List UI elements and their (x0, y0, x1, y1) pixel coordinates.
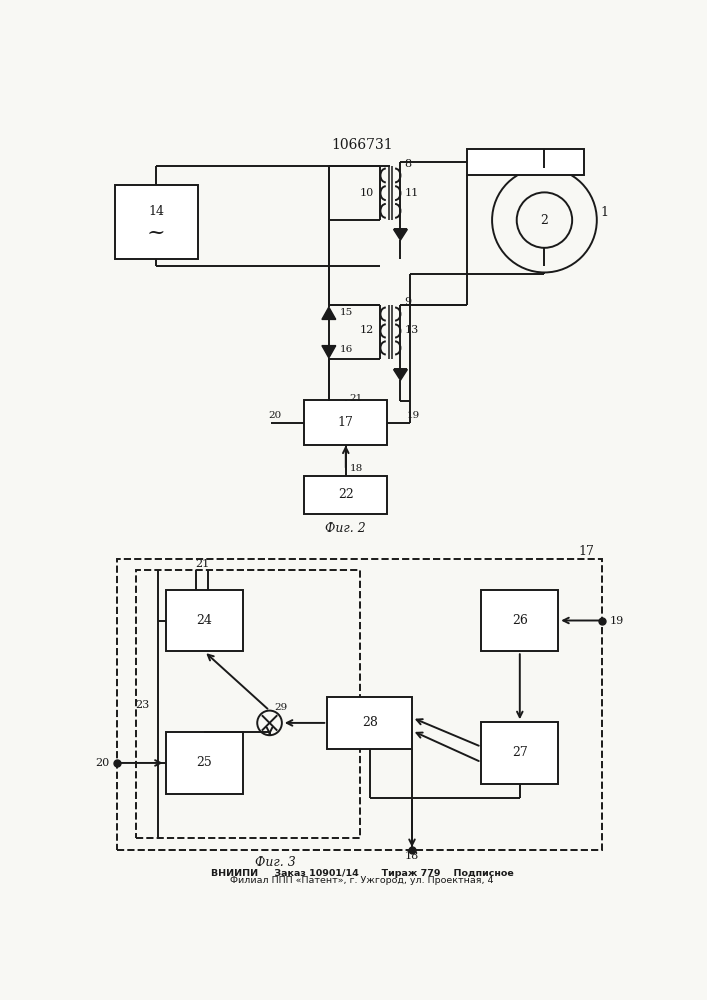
Text: Фиг. 2: Фиг. 2 (325, 522, 366, 535)
Text: 17: 17 (579, 545, 595, 558)
Polygon shape (394, 229, 407, 240)
Text: 1: 1 (600, 206, 609, 219)
Text: ВНИИПИ     Заказ 10901/14       Тираж 779    Подписное: ВНИИПИ Заказ 10901/14 Тираж 779 Подписно… (211, 869, 513, 878)
Text: 27: 27 (512, 746, 527, 759)
Text: 10: 10 (359, 188, 373, 198)
Text: 28: 28 (362, 716, 378, 729)
Polygon shape (394, 369, 407, 380)
Text: 26: 26 (512, 614, 527, 627)
Text: 23: 23 (135, 700, 149, 710)
Text: Филиал ППП «Патент», г. Ужгород, ул. Проектная, 4: Филиал ППП «Патент», г. Ужгород, ул. Про… (230, 876, 493, 885)
Polygon shape (322, 307, 336, 319)
Text: Фиг. 3: Фиг. 3 (255, 856, 296, 869)
Text: 17: 17 (338, 416, 354, 429)
Text: 19: 19 (610, 615, 624, 626)
Text: 2: 2 (541, 214, 549, 227)
Text: 11: 11 (404, 188, 419, 198)
Bar (165, 732, 243, 794)
Text: 12: 12 (359, 325, 373, 335)
Bar (165, 590, 243, 651)
Bar (481, 590, 559, 651)
Bar (115, 185, 198, 259)
Text: 14: 14 (148, 205, 164, 218)
Text: 15: 15 (339, 308, 353, 317)
Bar (327, 697, 412, 749)
Bar (467, 149, 585, 175)
Text: ~: ~ (147, 222, 165, 244)
Text: 21: 21 (350, 394, 363, 403)
Bar (304, 476, 387, 514)
Text: 20: 20 (95, 758, 110, 768)
Bar (481, 722, 559, 784)
Text: 18: 18 (350, 464, 363, 473)
Text: 21: 21 (195, 559, 210, 569)
Text: 9: 9 (404, 297, 411, 307)
Text: 16: 16 (339, 345, 353, 354)
Bar (117, 559, 602, 850)
Bar (136, 570, 360, 838)
Bar (304, 400, 387, 445)
Text: 20: 20 (269, 411, 281, 420)
Text: 19: 19 (407, 411, 420, 420)
Text: 8: 8 (404, 159, 411, 169)
Text: 25: 25 (197, 756, 212, 769)
Text: 1066731: 1066731 (331, 138, 393, 152)
Text: 29: 29 (274, 703, 288, 712)
Polygon shape (322, 346, 336, 358)
Text: 24: 24 (196, 614, 212, 627)
Text: 13: 13 (404, 325, 419, 335)
Text: 18: 18 (405, 851, 419, 861)
Text: 22: 22 (338, 488, 354, 501)
